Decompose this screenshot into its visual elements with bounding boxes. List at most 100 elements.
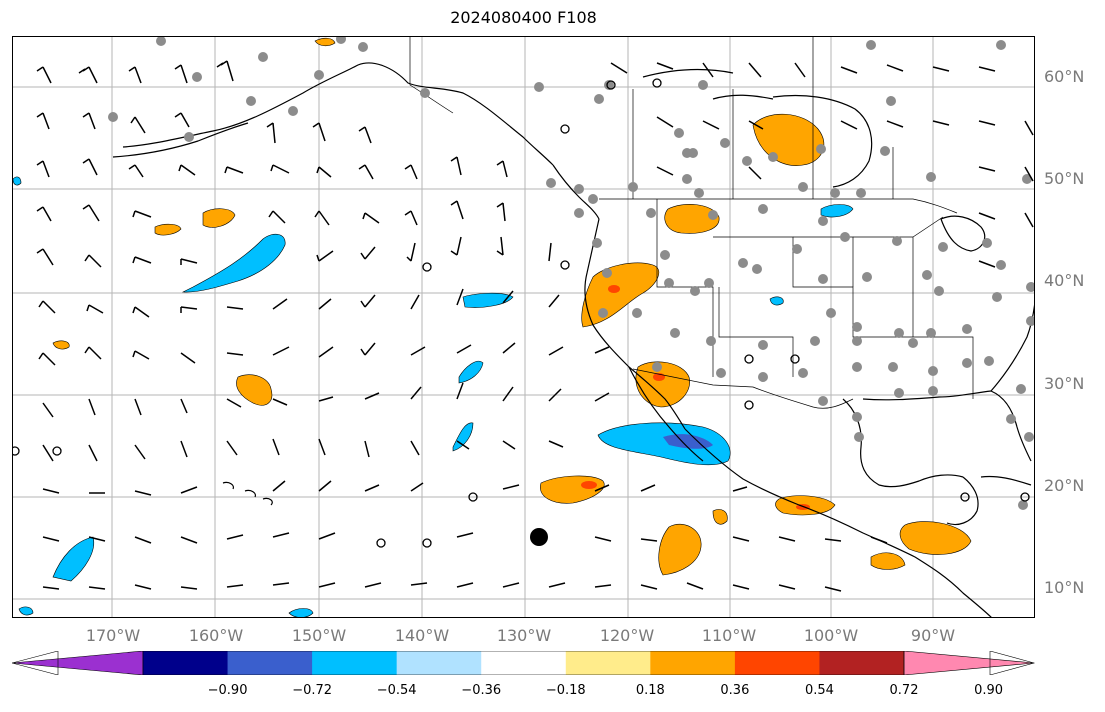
atlantic-coast [990,305,1034,392]
tropical-storm-marker [530,528,548,546]
gulf-coast-east [862,390,992,401]
colorbar-segment [565,651,651,675]
map-title: 2024080400 F108 [450,8,597,27]
colorbar-tick-label: 0.54 [804,683,834,698]
yucatan [946,476,979,526]
positive-anomaly-area [236,374,273,406]
hudson-bay [772,94,873,188]
station-dots [108,37,1034,510]
strong-positive-core [608,285,620,293]
strong-negative-core [663,434,713,449]
weather-map [13,37,1034,617]
negative-anomaly-area [458,360,484,384]
colorbar-tick-label: 0.90 [974,683,1004,698]
colorbar-segment [481,651,567,675]
alaska-coast [122,62,554,166]
hawaii [222,481,273,506]
positive-anomaly-area [314,37,336,47]
colorbar-tick-label: 0.18 [635,683,665,698]
colorbar [12,651,1036,675]
positive-anomaly-area [899,521,972,555]
lat-label-50n: 50°N [1044,169,1085,188]
positive-anomaly-area [635,361,690,408]
colorbar-segment [734,651,820,675]
lat-label-60n: 60°N [1044,67,1085,86]
positive-anomaly-area [658,523,702,576]
lat-label-20n: 20°N [1044,476,1085,495]
colorbar-tick-label: −0.90 [207,683,248,698]
us-west-coast [584,218,686,430]
colorbar-segment [227,651,313,675]
positive-anomaly-area [712,509,728,525]
colorbar-tick-label: −0.72 [292,683,333,698]
positive-anomaly-area [540,475,605,504]
mexico-west-coast [684,428,992,617]
state-line [713,236,913,338]
arctic-island [642,68,734,78]
lon-label-100w: 100°W [803,626,859,645]
wind-barbs [36,60,1034,592]
lon-label-110w: 110°W [701,626,757,645]
cuba [980,475,1032,486]
baja-california [628,366,704,462]
negative-anomaly-area [288,608,314,617]
colorbar-segment [650,651,736,675]
negative-anomaly-area [462,292,514,308]
colorbar-tick-label: 0.72 [889,683,919,698]
positive-anomaly-area [870,552,906,570]
state-line [718,287,794,377]
political-borders [409,37,974,409]
negative-anomaly-area [597,422,731,466]
arctic-island [712,94,774,100]
lon-label-150w: 150°W [291,626,347,645]
colorbar-segment [143,651,229,675]
negative-anomaly-area [13,176,22,186]
province-line [632,37,894,199]
negative-anomaly-area [181,233,286,293]
map-panel[interactable] [12,36,1035,618]
lat-label-40n: 40°N [1044,271,1085,290]
colorbar-segment [312,651,398,675]
colorbar-tick-label: −0.36 [461,683,502,698]
graticule [13,37,1034,617]
negative-anomaly-area [452,422,474,452]
lat-label-10n: 10°N [1044,578,1085,597]
colorbar-segment [396,651,482,675]
colorbar-extend-low [12,651,144,675]
alaska-peninsula [112,122,249,158]
lon-label-120w: 120°W [599,626,655,645]
colorbar-tick-label: 0.36 [720,683,750,698]
lon-label-90w: 90°W [910,626,956,645]
us-canada-border [599,198,958,214]
lon-label-140w: 140°W [394,626,450,645]
negative-anomaly-area [18,606,34,616]
state-line [912,216,944,238]
lon-label-130w: 130°W [496,626,552,645]
positive-anomaly-area [202,208,236,228]
negative-anomaly-area [52,536,95,582]
state-line [853,236,974,399]
anomaly-shading [13,37,972,617]
calm-wind-markers [13,78,1030,548]
positive-anomaly-area [52,340,70,350]
lon-label-160w: 160°W [188,626,244,645]
canada-pacific-coast [552,164,600,220]
florida [990,390,1032,462]
colorbar-segment [819,651,905,675]
coastlines [112,62,1034,617]
colorbar-tick-label: −0.18 [545,683,586,698]
negative-anomaly-area [769,296,784,306]
us-mexico-border [632,368,854,409]
positive-anomaly-area [154,223,182,236]
colorbar-tick-label: −0.54 [376,683,417,698]
positive-anomaly-area [581,262,660,328]
strong-positive-core [581,481,597,489]
positive-anomaly-area [664,204,720,234]
alaska-canada-border [409,37,454,114]
lon-label-170w: 170°W [85,626,141,645]
gulf-coast [842,398,964,488]
state-line [656,199,714,377]
lat-label-30n: 30°N [1044,374,1085,393]
negative-anomaly-area [820,204,854,218]
colorbar-extend-high [903,651,1035,675]
